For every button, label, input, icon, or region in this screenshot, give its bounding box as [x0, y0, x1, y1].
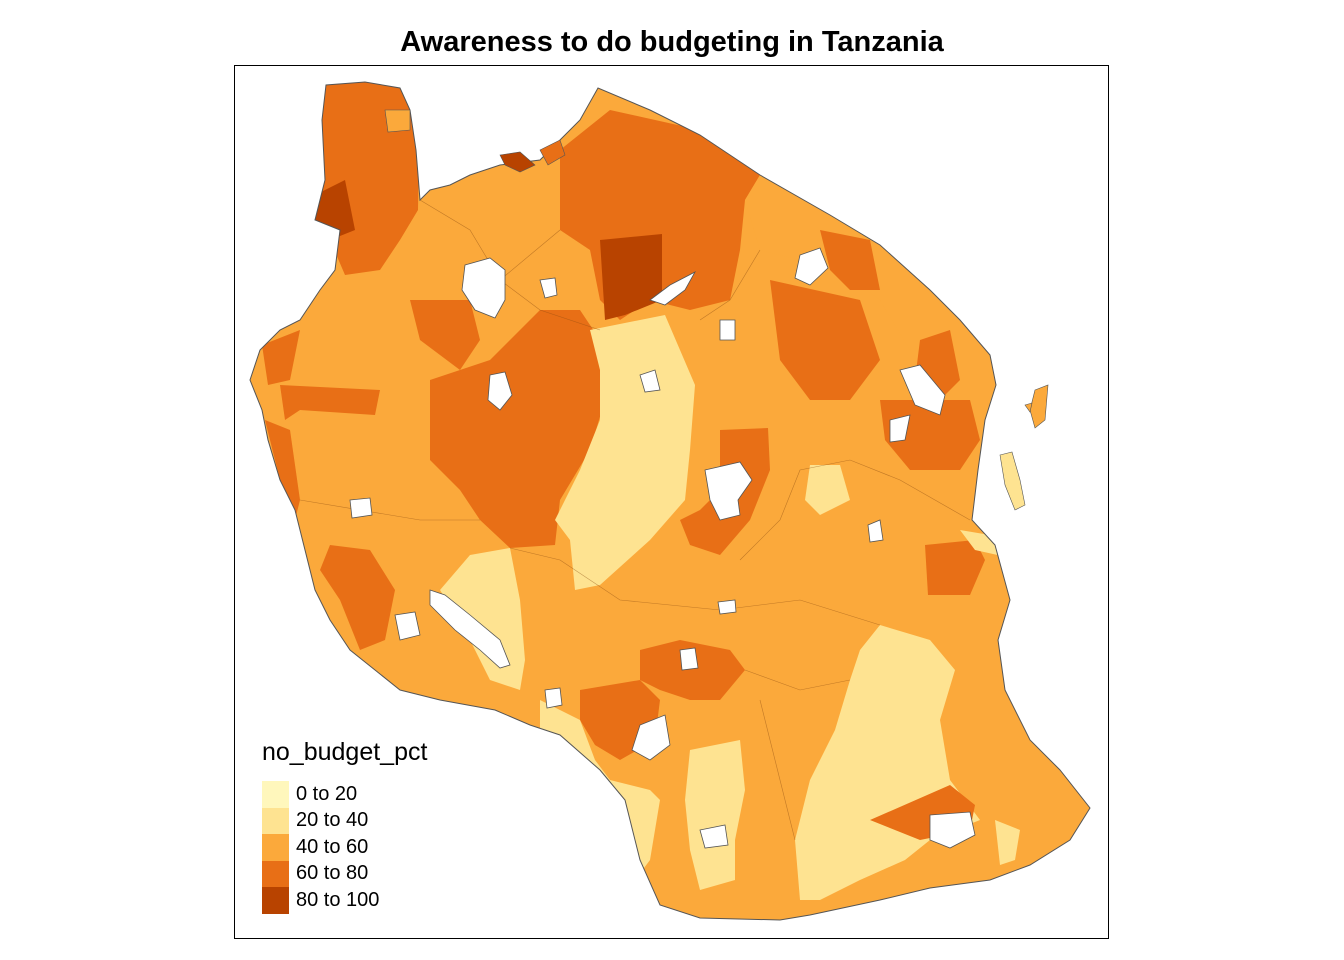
legend-label: 60 to 80: [296, 862, 369, 885]
lake: [394, 611, 421, 641]
lake: [461, 257, 506, 319]
lake: [487, 371, 513, 411]
island: [499, 151, 536, 173]
lake: [679, 647, 699, 671]
region: [262, 330, 300, 385]
legend-swatch: [262, 887, 289, 914]
island: [384, 109, 411, 133]
island-pemba: [999, 451, 1026, 511]
region: [805, 465, 850, 515]
lake: [631, 714, 671, 761]
legend: no_budget_pct 0 to 20 20 to 40 40 to 60 …: [262, 738, 427, 914]
region-boundaries: [299, 199, 971, 841]
legend-item: 40 to 60: [262, 834, 427, 861]
region: [640, 640, 745, 700]
lake: [794, 247, 829, 286]
legend-item: 60 to 80: [262, 860, 427, 887]
region: [685, 740, 745, 890]
region: [320, 545, 395, 650]
legend-label: 0 to 20: [296, 782, 358, 805]
legend-item: 0 to 20: [262, 781, 427, 808]
islands: [384, 109, 1049, 511]
lake: [867, 519, 884, 543]
region: [995, 820, 1020, 865]
island: [1024, 402, 1033, 413]
legend-label: 80 to 100: [296, 888, 380, 911]
legend-swatch: [262, 834, 289, 861]
lake: [649, 271, 696, 306]
legend-title: no_budget_pct: [262, 738, 428, 766]
lake: [539, 277, 558, 299]
legend-item: 20 to 40: [262, 807, 427, 834]
legend-swatch: [262, 860, 289, 887]
legend-swatch: [262, 807, 289, 834]
region: [555, 315, 695, 590]
lake: [704, 461, 753, 521]
region: [265, 420, 300, 520]
lake: [349, 497, 373, 519]
lake: [899, 364, 946, 416]
region: [280, 385, 380, 420]
island: [539, 139, 566, 166]
island-pemba-north: [1029, 384, 1049, 429]
legend-label: 20 to 40: [296, 809, 369, 832]
region: [600, 234, 662, 320]
region: [430, 310, 605, 548]
region: [925, 540, 985, 595]
lakes: [349, 247, 976, 849]
lake: [719, 319, 736, 341]
legend-items: 0 to 20 20 to 40 40 to 60 60 to 80 80 to…: [262, 781, 427, 914]
lake: [929, 811, 976, 849]
lake: [889, 414, 911, 443]
legend-swatch: [262, 781, 289, 808]
lake: [429, 589, 511, 669]
region: [820, 230, 880, 290]
lake: [699, 824, 729, 849]
map-title: Awareness to do budgeting in Tanzania: [400, 26, 944, 58]
legend-label: 40 to 60: [296, 835, 369, 858]
legend-item: 80 to 100: [262, 887, 427, 914]
lake: [639, 369, 661, 393]
lake: [544, 687, 563, 709]
region: [410, 300, 480, 370]
lake: [717, 599, 737, 615]
region: [770, 280, 880, 400]
